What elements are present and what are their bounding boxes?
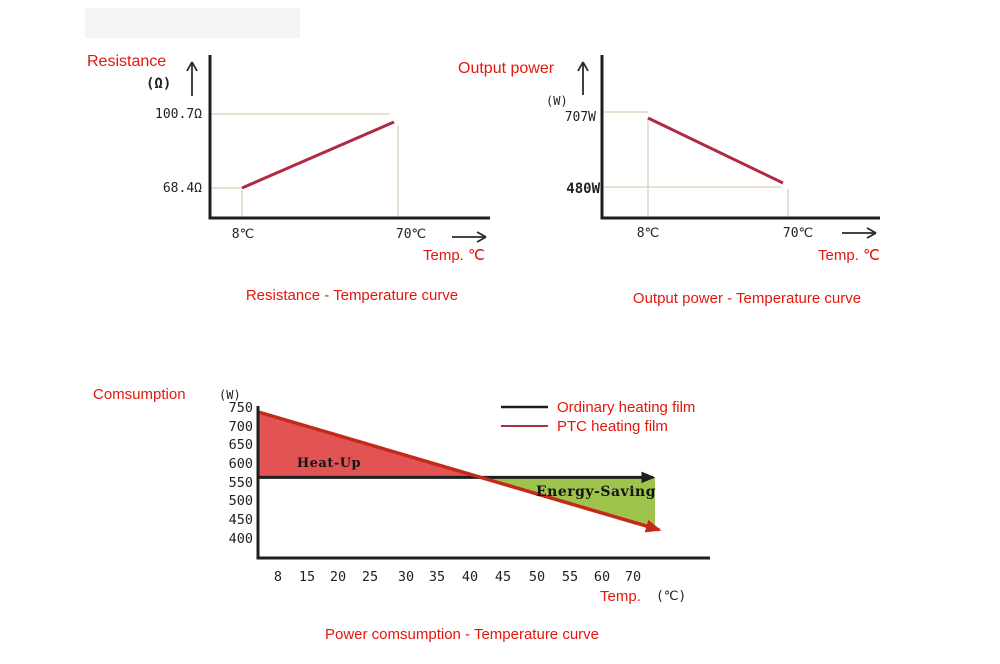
chart2-y-tick-high: 707W (564, 110, 596, 125)
ptc-heating-film-line (257, 410, 662, 533)
chart3-y-tick: 500 (228, 493, 253, 509)
chart3-x-tick: 30 (397, 569, 415, 585)
chart1-x-tick-70: 70℃ (395, 227, 427, 242)
chart3-x-tick: 70 (624, 569, 642, 585)
chart1-x-tick-8: 8℃ (231, 227, 255, 242)
chart3-x-tick: 45 (494, 569, 512, 585)
chart2-x-tick-8: 8℃ (636, 226, 660, 241)
chart3-caption: Power comsumption - Temperature curve (325, 626, 599, 643)
chart1-y-axis-arrow-icon (186, 61, 193, 72)
legend-label-ordinary-heating-film: Ordinary heating film (557, 399, 696, 416)
chart2-output-power-curve (647, 116, 784, 185)
chart1-caption: Resistance - Temperature curve (245, 287, 459, 304)
chart1-resistance-curve (241, 120, 395, 190)
chart3-x-axis-title: Temp. (600, 588, 641, 605)
chart1-y-tick-high: 100.7Ω (155, 107, 202, 122)
chart1-y-tick-low: 68.4Ω (162, 181, 202, 196)
chart3-y-tick: 700 (228, 419, 253, 435)
chart2-y-axis-title: Output power (458, 60, 555, 77)
chart2-x-tick-70: 70℃ (782, 226, 814, 241)
chart3-x-tick: 8 (273, 569, 283, 585)
chart3-y-tick: 550 (228, 475, 253, 491)
chart3-x-axis-unit: (℃) (656, 589, 687, 604)
chart3-y-tick: 750 (228, 400, 253, 416)
chart2-y-tick-low: 480W (566, 181, 600, 197)
chart3-x-tick: 35 (428, 569, 446, 585)
chart3-x-tick: 15 (298, 569, 316, 585)
chart3-x-tick: 40 (461, 569, 479, 585)
chart3-x-tick: 50 (528, 569, 546, 585)
chart2-y-axis-arrow-icon (577, 61, 584, 72)
chart2-x-axis-title: Temp. ℃ (818, 247, 880, 264)
chart3-x-tick: 20 (329, 569, 347, 585)
chart2-y-axis-arrow-icon (582, 61, 589, 72)
chart1-y-axis-unit: (Ω) (146, 76, 172, 92)
chart1-x-axis-arrow-icon (476, 231, 487, 238)
background-artifact (85, 8, 300, 38)
chart2-caption: Output power - Temperature curve (632, 290, 862, 307)
chart1-y-axis-title: Resistance (87, 53, 167, 70)
chart3-y-tick: 400 (228, 531, 253, 547)
chart2-y-axis-unit: (W) (546, 94, 568, 108)
chart3-y-tick: 650 (228, 437, 253, 453)
chart1-x-axis-arrow-icon (476, 236, 487, 243)
chart3-x-tick: 60 (593, 569, 611, 585)
chart1-x-axis-title: Temp. ℃ (423, 247, 485, 264)
chart2-x-axis-arrow-icon (866, 227, 877, 234)
chart3-y-axis-unit: (W) (219, 388, 241, 402)
legend-label-ptc-heating-film: PTC heating film (557, 418, 668, 435)
region-label-energy-saving: Energy-Saving (536, 484, 656, 500)
region-label-heat-up: Heat-Up (296, 456, 362, 471)
chart3-y-tick: 450 (228, 512, 253, 528)
chart3-y-axis-title: Comsumption (93, 386, 186, 403)
chart2-x-axis-arrow-icon (866, 232, 877, 239)
chart3-x-tick: 25 (361, 569, 379, 585)
chart3-y-tick: 600 (228, 456, 253, 472)
chart3-x-tick: 55 (561, 569, 579, 585)
chart1-y-axis-arrow-icon (191, 61, 198, 72)
